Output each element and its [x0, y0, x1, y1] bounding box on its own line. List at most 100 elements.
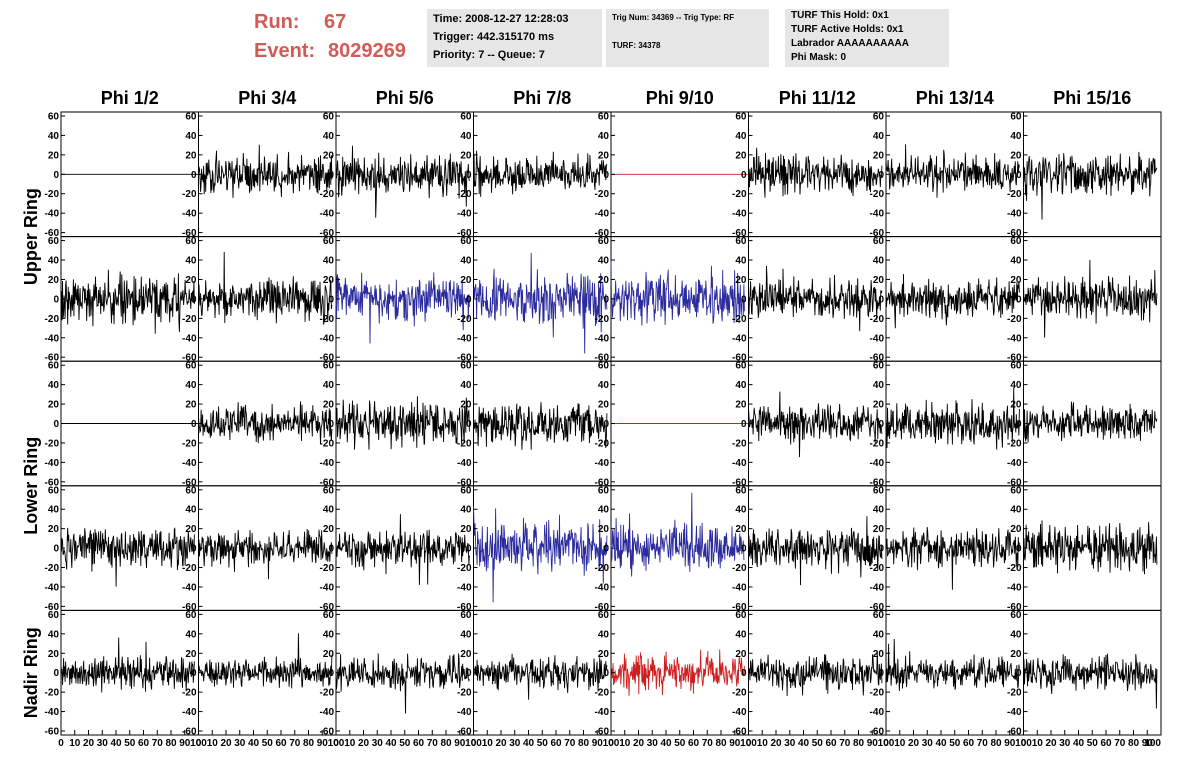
y-tick-label: 40 [598, 380, 610, 391]
y-tick-label: 40 [598, 505, 610, 516]
y-tick-label: 40 [48, 505, 60, 516]
x-tick-label: 90 [592, 738, 604, 749]
y-tick-label: -60 [320, 228, 335, 239]
waveform-trace [198, 401, 333, 445]
y-tick-label: -60 [595, 477, 610, 488]
y-tick-label: -40 [320, 458, 335, 469]
y-tick-label: -40 [732, 209, 747, 220]
x-tick-label: 0 [608, 738, 614, 749]
x-tick-label: 50 [399, 738, 411, 749]
y-tick-label: 0 [191, 544, 197, 555]
y-tick-label: -40 [595, 707, 610, 718]
y-tick-label: -60 [320, 477, 335, 488]
x-tick-label: 60 [138, 738, 150, 749]
y-tick-label: 0 [328, 294, 334, 305]
y-tick-label: 60 [460, 112, 472, 123]
run-value: 67 [324, 11, 347, 33]
y-tick-label: -40 [1007, 458, 1022, 469]
y-tick-label: 0 [53, 170, 59, 181]
waveform-trace [60, 269, 195, 334]
y-tick-label: 40 [873, 380, 885, 391]
y-tick-label: 20 [735, 275, 747, 286]
y-tick-label: 0 [878, 294, 884, 305]
y-tick-label: 40 [1010, 629, 1022, 640]
y-tick-label: 0 [328, 170, 334, 181]
y-tick-label: 20 [323, 150, 335, 161]
y-tick-label: 20 [873, 524, 885, 535]
y-tick-label: -40 [320, 582, 335, 593]
y-tick-label: 20 [873, 649, 885, 660]
x-tick-label: 100 [740, 738, 757, 749]
y-tick-label: -20 [1007, 189, 1022, 200]
y-tick-label: -40 [182, 707, 197, 718]
waveform-trace [610, 259, 745, 326]
y-tick-label: 60 [323, 485, 335, 496]
x-tick-label: 50 [262, 738, 274, 749]
y-tick-label: -20 [45, 314, 60, 325]
y-tick-label: 0 [741, 294, 747, 305]
waveform-trace [748, 652, 883, 697]
x-tick-label: 30 [1059, 738, 1071, 749]
y-tick-label: 60 [735, 610, 747, 621]
x-tick-label: 70 [1114, 738, 1126, 749]
y-tick-label: 20 [185, 649, 197, 660]
y-tick-label: -20 [870, 189, 885, 200]
y-tick-label: 60 [598, 485, 610, 496]
event-value: 8029269 [328, 40, 406, 62]
y-tick-label: 60 [460, 236, 472, 247]
x-tick-label: 50 [949, 738, 961, 749]
y-tick-label: 40 [48, 256, 60, 267]
y-tick-label: 0 [466, 544, 472, 555]
y-tick-label: 20 [48, 150, 60, 161]
y-tick-label: -60 [45, 727, 60, 738]
turf-num-text: TURF: 34378 [612, 41, 661, 50]
y-tick-label: 40 [323, 256, 335, 267]
x-tick-label: 60 [825, 738, 837, 749]
y-tick-label: 40 [460, 629, 472, 640]
y-tick-label: 0 [328, 668, 334, 679]
y-tick-label: 20 [323, 400, 335, 411]
y-tick-label: -20 [457, 563, 472, 574]
y-tick-label: 0 [1016, 419, 1022, 430]
y-tick-label: 20 [873, 400, 885, 411]
x-tick-label: 60 [275, 738, 287, 749]
y-tick-label: -20 [320, 688, 335, 699]
y-tick-label: 60 [735, 236, 747, 247]
trigger-text: Trigger: 442.315170 ms [433, 31, 555, 43]
x-tick-label: 30 [647, 738, 659, 749]
y-tick-label: -60 [870, 602, 885, 613]
x-tick-label: 0 [883, 738, 889, 749]
y-tick-label: -20 [182, 189, 197, 200]
y-tick-label: 40 [460, 505, 472, 516]
y-tick-label: -60 [182, 353, 197, 364]
y-tick-label: 60 [598, 236, 610, 247]
y-tick-label: -60 [320, 727, 335, 738]
y-tick-label: -60 [732, 353, 747, 364]
waveform-trace [335, 653, 470, 714]
waveform-trace [198, 251, 333, 325]
x-tick-label: 100 [328, 738, 345, 749]
run-label: Run: [254, 11, 300, 33]
x-tick-label: 80 [440, 738, 452, 749]
waveform-trace [748, 391, 883, 458]
y-tick-label: 60 [185, 361, 197, 372]
y-tick-label: 0 [1016, 294, 1022, 305]
y-tick-label: -20 [457, 189, 472, 200]
y-tick-label: 0 [466, 294, 472, 305]
y-tick-label: 20 [185, 524, 197, 535]
priority-text: Priority: 7 -- Queue: 7 [433, 49, 545, 61]
y-tick-label: 40 [873, 629, 885, 640]
waveform-trace [748, 516, 883, 586]
y-tick-label: 0 [53, 668, 59, 679]
x-tick-label: 0 [746, 738, 752, 749]
y-tick-label: 20 [48, 524, 60, 535]
x-tick-label: 20 [220, 738, 232, 749]
x-tick-label: 100 [1015, 738, 1032, 749]
y-tick-label: 20 [460, 150, 472, 161]
y-tick-label: 40 [873, 505, 885, 516]
y-tick-label: -20 [732, 189, 747, 200]
y-tick-label: -20 [1007, 438, 1022, 449]
y-tick-label: -20 [320, 563, 335, 574]
y-tick-label: -60 [595, 353, 610, 364]
